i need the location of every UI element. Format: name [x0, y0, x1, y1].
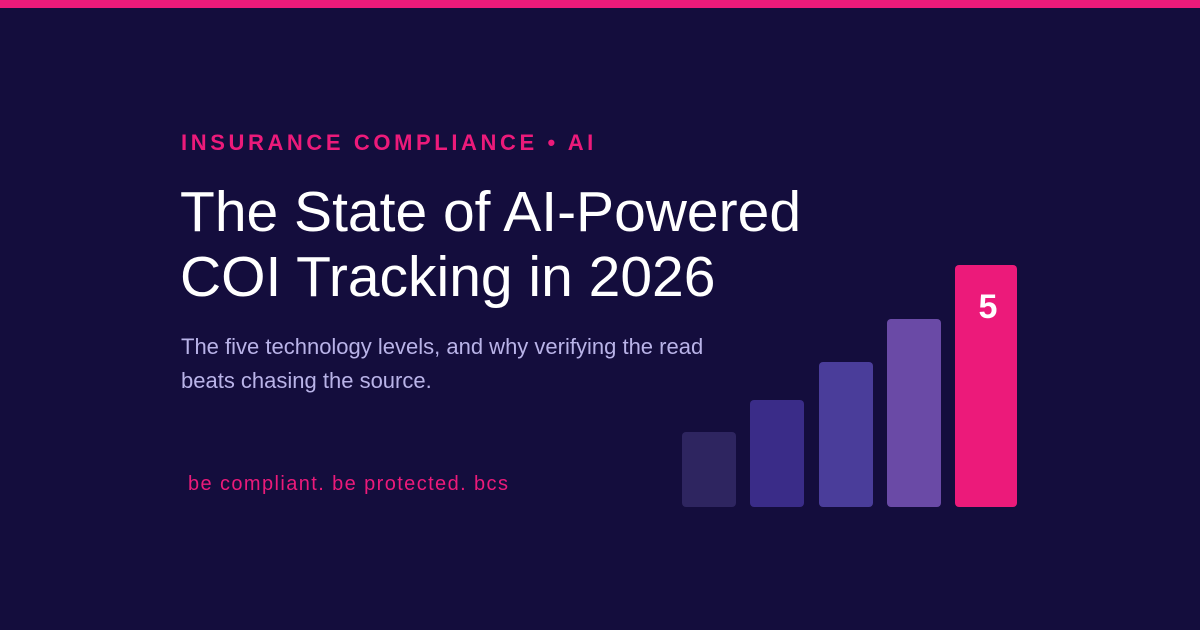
title: The State of AI-Powered COI Tracking in … — [180, 180, 801, 310]
subtitle-line: beats chasing the source. — [181, 368, 432, 393]
level-bar — [887, 319, 941, 507]
subtitle-line: The five technology levels, and why veri… — [181, 334, 704, 359]
level-bar — [819, 362, 873, 507]
subtitle: The five technology levels, and why veri… — [181, 330, 703, 398]
level-bar — [955, 265, 1017, 507]
level-bar — [682, 432, 736, 507]
tagline: be compliant. be protected. bcs — [188, 473, 510, 495]
title-line: COI Tracking in 2026 — [180, 245, 716, 309]
eyebrow: INSURANCE COMPLIANCE • AI — [181, 130, 597, 155]
top-accent-bar — [0, 0, 1200, 8]
title-line: The State of AI-Powered — [180, 180, 802, 244]
bar-badge: 5 — [979, 288, 998, 326]
level-bar — [750, 400, 804, 507]
